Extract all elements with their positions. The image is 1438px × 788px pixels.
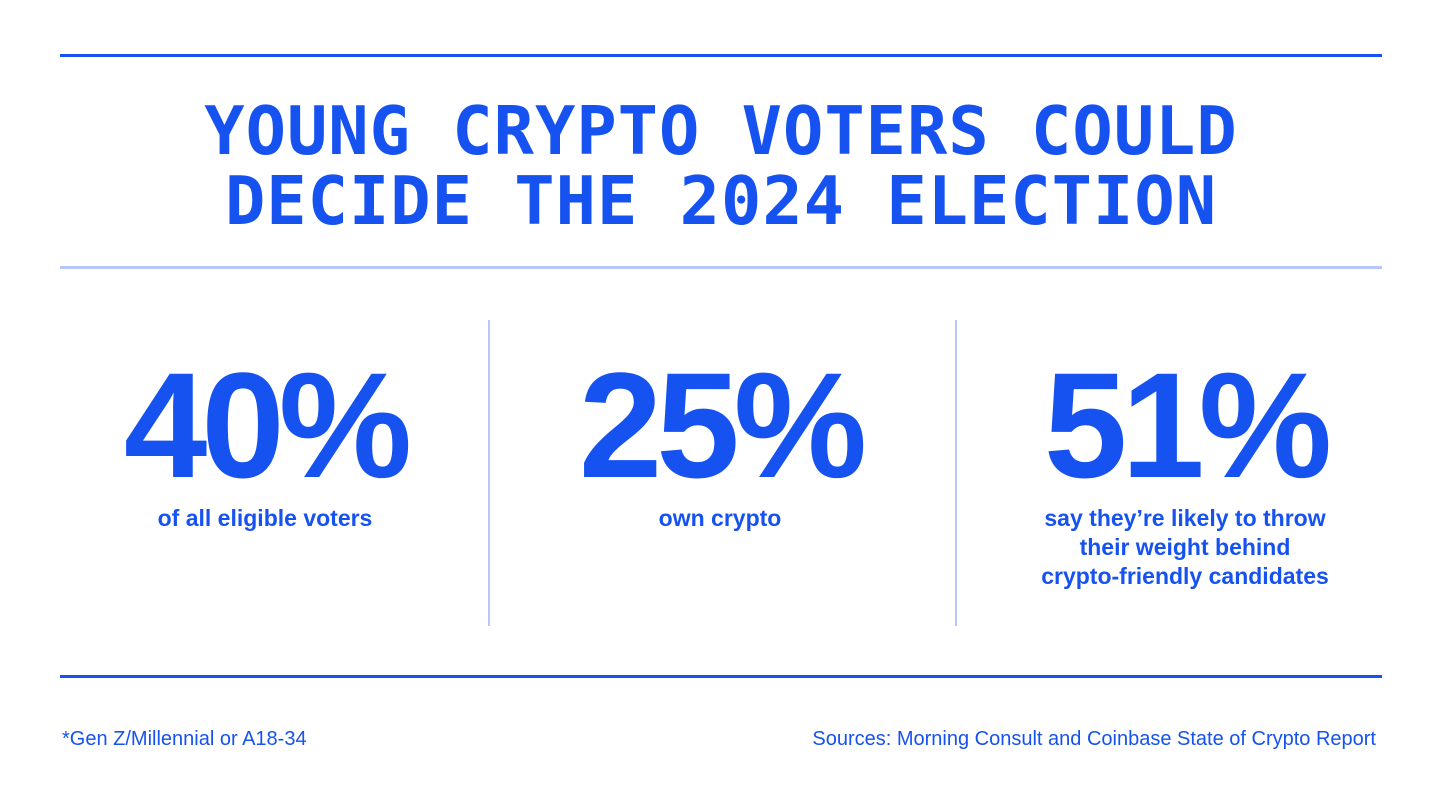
stat-caption-line: crypto-friendly candidates xyxy=(1041,563,1329,589)
stat-caption: own crypto xyxy=(520,504,920,533)
stat-crypto-friendly: 51% say they’re likely to throw their we… xyxy=(985,350,1385,591)
stat-caption: say they’re likely to throw their weight… xyxy=(985,504,1385,591)
top-rule xyxy=(60,54,1382,57)
column-divider-1 xyxy=(488,320,490,626)
stat-caption-line: say they’re likely to throw xyxy=(1044,505,1326,531)
stat-own-crypto: 25% own crypto xyxy=(520,350,920,533)
page-title: YOUNG CRYPTO VOTERS COULD DECIDE THE 202… xyxy=(60,96,1382,236)
stat-caption: of all eligible voters xyxy=(65,504,465,533)
stat-caption-line: own crypto xyxy=(658,505,782,531)
stat-value: 40% xyxy=(123,341,412,509)
stat-caption-line: of all eligible voters xyxy=(157,505,373,531)
stat-eligible-voters: 40% of all eligible voters xyxy=(65,350,465,533)
title-line-1: YOUNG CRYPTO VOTERS COULD xyxy=(204,92,1238,170)
bottom-rule xyxy=(60,675,1382,678)
title-line-2: DECIDE THE 2024 ELECTION xyxy=(224,162,1218,240)
footnote: *Gen Z/Millennial or A18-34 xyxy=(62,728,307,750)
stat-value: 25% xyxy=(578,341,867,509)
sources-text: Sources: Morning Consult and Coinbase St… xyxy=(812,728,1376,750)
title-divider xyxy=(60,266,1382,269)
column-divider-2 xyxy=(955,320,957,626)
stat-value: 51% xyxy=(1043,341,1332,509)
stat-caption-line: their weight behind xyxy=(1079,534,1291,560)
